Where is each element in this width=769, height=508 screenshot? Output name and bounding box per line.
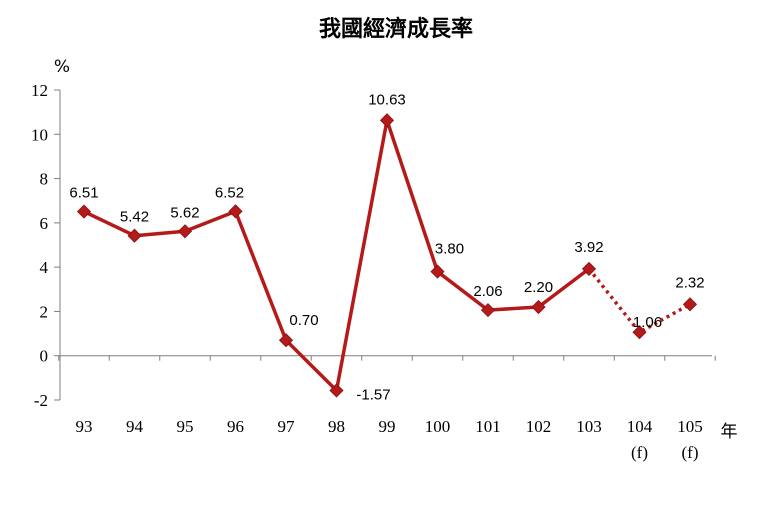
- x-tick-label: 97: [278, 417, 296, 436]
- data-point-marker: [430, 264, 445, 279]
- y-axis-ticks: 12 10 8 6 4 2 0 -2: [31, 81, 60, 410]
- x-tick-label: 93: [76, 417, 93, 436]
- x-tick-label: 104: [627, 417, 653, 436]
- markers: [76, 113, 698, 398]
- data-label: -1.57: [356, 386, 390, 403]
- y-axis-unit: %: [54, 57, 70, 77]
- data-point-marker: [127, 228, 142, 243]
- data-point-marker: [379, 113, 395, 128]
- x-tick-label: 94: [126, 417, 144, 436]
- y-tick-label: 6: [40, 214, 49, 233]
- series-line-actual: [83, 118, 591, 393]
- y-tick-label: 0: [40, 347, 49, 366]
- data-label: 2.20: [524, 279, 553, 296]
- x-tick-label: 95: [177, 417, 194, 436]
- data-label: 3.80: [435, 241, 464, 258]
- data-point-marker: [278, 333, 294, 348]
- y-tick-label: 4: [40, 258, 49, 277]
- x-tick-label: 103: [576, 417, 602, 436]
- data-point-marker: [76, 204, 92, 219]
- x-tick-forecast-label: (f): [631, 443, 648, 462]
- data-point-marker: [632, 325, 647, 340]
- data-label: 6.52: [215, 184, 244, 201]
- chart-title: 我國經濟成長率: [319, 16, 473, 42]
- x-tick-label: 101: [475, 417, 501, 436]
- data-point-marker: [329, 383, 344, 398]
- data-label: 3.92: [574, 239, 603, 256]
- data-point-marker: [682, 297, 698, 312]
- y-tick-label: 8: [40, 170, 49, 189]
- x-axis-ticks: 93 94 95 96 97 98 99 100 101 102 103 104 (f) 105 (f): [58, 355, 716, 462]
- y-tick-label: 12: [31, 81, 48, 100]
- x-tick-label: 99: [379, 417, 396, 436]
- series-line-forecast: [587, 267, 691, 335]
- data-point-marker: [228, 204, 243, 219]
- data-label: 2.06: [473, 283, 502, 300]
- data-point-marker: [177, 224, 193, 239]
- x-tick-label: 98: [328, 417, 345, 436]
- data-point-marker: [581, 261, 597, 276]
- x-tick-label: 100: [425, 417, 451, 436]
- y-tick-label: 10: [31, 125, 48, 144]
- data-label: 0.70: [289, 312, 318, 329]
- y-tick-label: -2: [34, 391, 48, 410]
- x-tick-label: 96: [227, 417, 244, 436]
- data-label: 5.62: [170, 204, 199, 221]
- axes: [59, 90, 712, 400]
- data-label: 10.63: [368, 91, 406, 108]
- data-label: 1.06: [633, 314, 662, 331]
- data-label: 6.51: [69, 185, 98, 202]
- y-tick-label: 2: [40, 302, 49, 321]
- x-tick-label: 105: [677, 417, 703, 436]
- x-tick-label: 102: [526, 417, 552, 436]
- data-labels: 6.51 5.42 5.62 6.52 0.70 -1.57 10.63 3.80 2.06 2.…: [69, 91, 704, 403]
- x-tick-forecast-label: (f): [682, 443, 699, 462]
- data-point-marker: [531, 299, 546, 315]
- data-label: 2.32: [675, 274, 704, 291]
- data-label: 5.42: [120, 209, 149, 226]
- data-point-marker: [480, 303, 496, 318]
- x-axis-unit: 年: [721, 422, 738, 442]
